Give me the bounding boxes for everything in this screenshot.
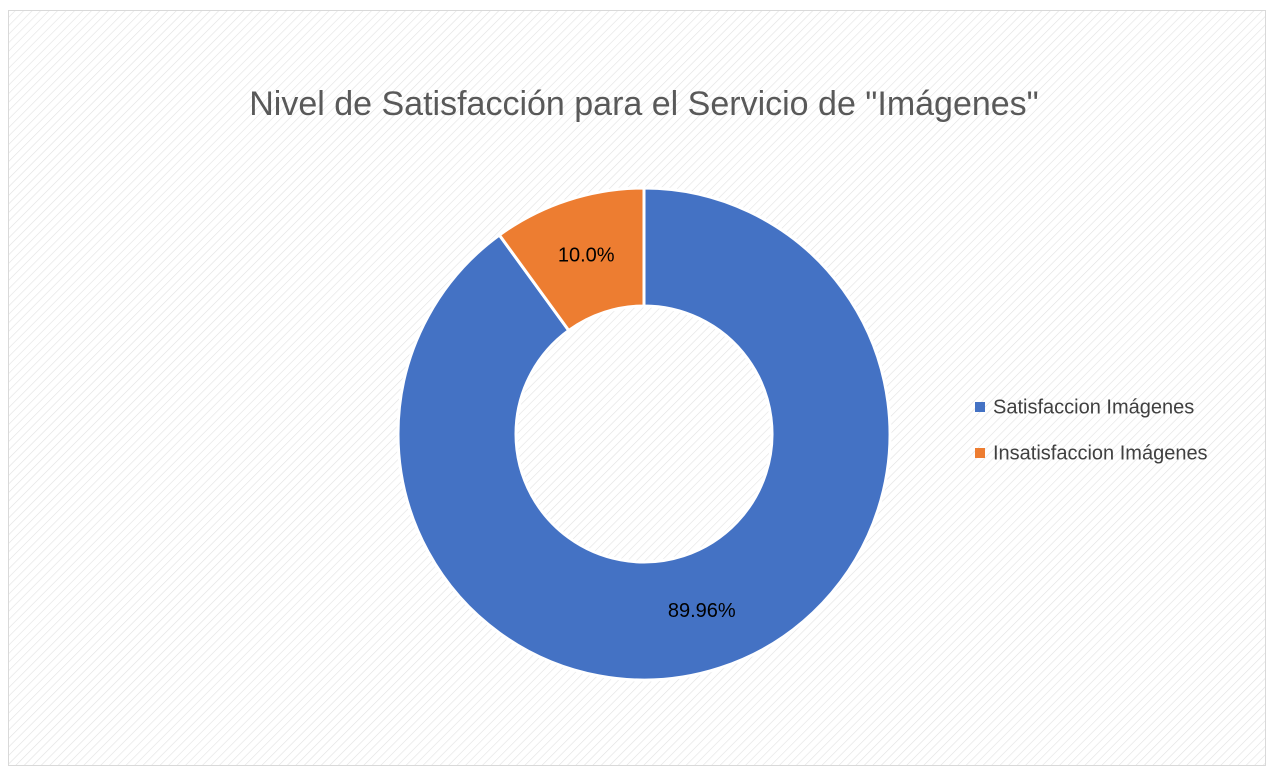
legend-label: Satisfaccion Imágenes (993, 396, 1194, 418)
legend-swatch (975, 402, 985, 412)
chart-title: Nivel de Satisfacción para el Servicio d… (249, 85, 1039, 123)
data-label: 10.0% (558, 244, 615, 266)
legend-label: Insatisfaccion Imágenes (993, 442, 1208, 464)
legend-swatch (975, 448, 985, 458)
donut-slice (497, 186, 646, 333)
data-label: 89.96% (668, 600, 736, 622)
donut-slice (396, 186, 892, 682)
